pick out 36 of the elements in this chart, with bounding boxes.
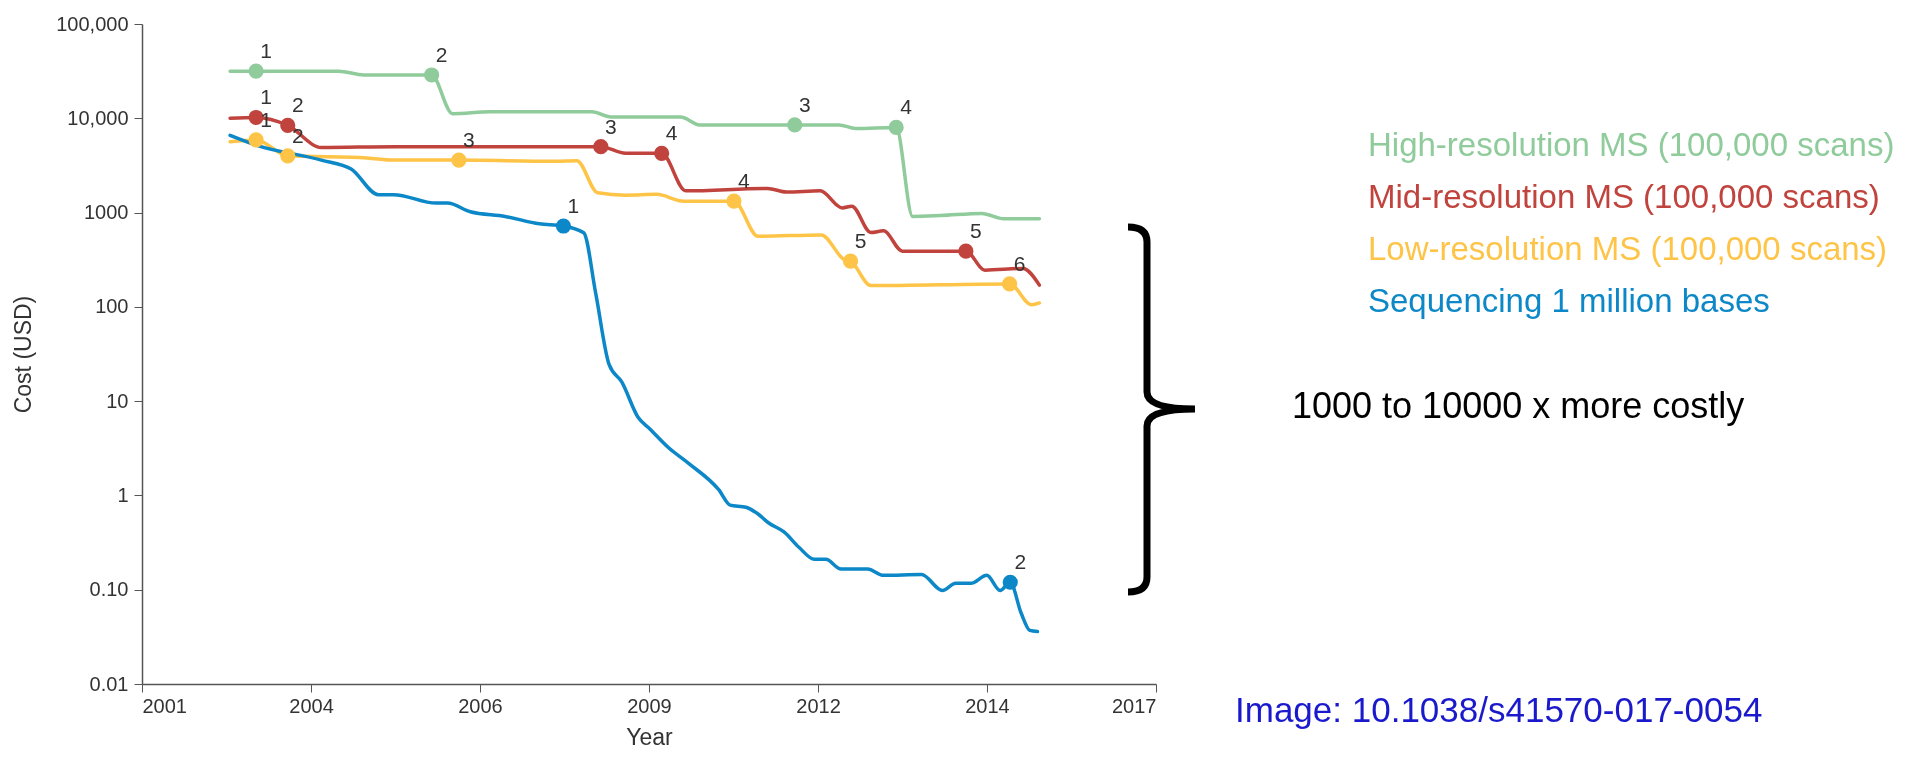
- annotation: 5: [970, 219, 982, 243]
- text: 1000 to 10000 x more costly: [1292, 385, 1745, 427]
- x-tick-label: 2012: [796, 694, 841, 717]
- annotation: 1: [567, 194, 580, 218]
- x-tick-label: 2006: [458, 694, 503, 717]
- annotation: 1: [260, 85, 272, 109]
- x-tick-label: 2017: [1112, 694, 1157, 717]
- y-axis-title: Cost (USD): [10, 295, 37, 414]
- text: Mid-resolution MS (100,000 scans): [1368, 177, 1880, 215]
- annotation: 4: [738, 169, 751, 193]
- annotation: 5: [854, 229, 867, 253]
- y-tick-label: 10: [106, 389, 129, 412]
- y-tick-label: 1000: [84, 201, 129, 224]
- x-tick-label: 2001: [142, 694, 187, 717]
- y-tick-label: 100: [95, 295, 129, 318]
- annotation: 3: [604, 114, 617, 138]
- x-axis-title: Year: [626, 723, 674, 750]
- annotation: 2: [435, 42, 448, 66]
- x-tick-label: 2004: [289, 694, 334, 717]
- annotation: 1: [260, 39, 272, 63]
- y-tick-label: 100,000: [56, 12, 129, 35]
- y-tick-label: 10,000: [67, 106, 129, 129]
- annotation: 3: [798, 92, 811, 116]
- y-tick-label: 0.10: [89, 578, 129, 601]
- text: Sequencing 1 million bases: [1368, 281, 1770, 319]
- annotation: 4: [900, 95, 913, 119]
- text: High-resolution MS (100,000 scans): [1368, 125, 1895, 163]
- annotation: 2: [291, 93, 304, 117]
- x-tick-label: 2009: [627, 694, 672, 717]
- text: Low-resolution MS (100,000 scans): [1368, 229, 1888, 267]
- annotation: 4: [665, 121, 678, 145]
- x-tick-label: 2014: [965, 694, 1010, 717]
- text: Image: 10.1038/s41570-017-0054: [1235, 690, 1763, 730]
- y-tick-label: 1: [117, 483, 129, 506]
- annotation: 2: [1014, 550, 1027, 574]
- y-tick-label: 0.01: [89, 672, 129, 695]
